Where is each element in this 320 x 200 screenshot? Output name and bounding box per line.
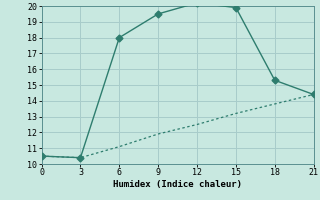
X-axis label: Humidex (Indice chaleur): Humidex (Indice chaleur) xyxy=(113,180,242,189)
